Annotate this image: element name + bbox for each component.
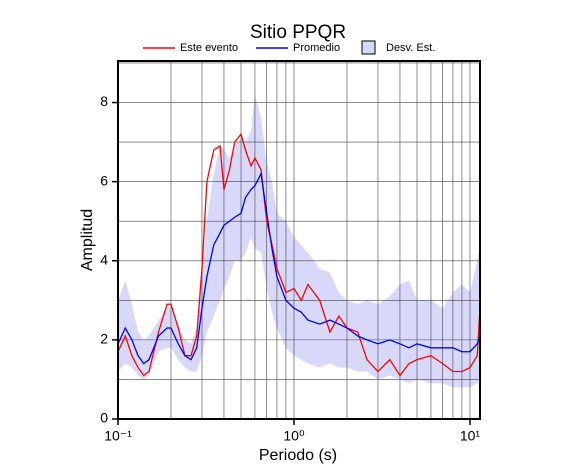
y-tick-label: 4 bbox=[100, 251, 108, 267]
chart-title: Sitio PPQR bbox=[250, 22, 346, 43]
plot-frame bbox=[117, 60, 481, 420]
y-tick-label: 2 bbox=[100, 331, 108, 347]
x-axis-label: Periodo (s) bbox=[259, 447, 337, 464]
y-axis-label: Amplitud bbox=[79, 209, 96, 271]
x-tick-label: 10¹ bbox=[460, 428, 481, 444]
y-tick-label: 6 bbox=[100, 172, 108, 188]
legend-swatch bbox=[361, 40, 376, 55]
x-tick-label: 10⁰ bbox=[283, 428, 305, 444]
std-band bbox=[118, 94, 480, 388]
legend-label: Este evento bbox=[180, 42, 238, 54]
x-tick-label: 10⁻¹ bbox=[104, 428, 132, 444]
y-tick-label: 8 bbox=[100, 93, 108, 109]
y-tick-label: 0 bbox=[100, 410, 108, 426]
series-line bbox=[117, 171, 481, 365]
legend-label: Promedio bbox=[293, 42, 340, 54]
legend-label: Desv. Est. bbox=[386, 42, 435, 54]
